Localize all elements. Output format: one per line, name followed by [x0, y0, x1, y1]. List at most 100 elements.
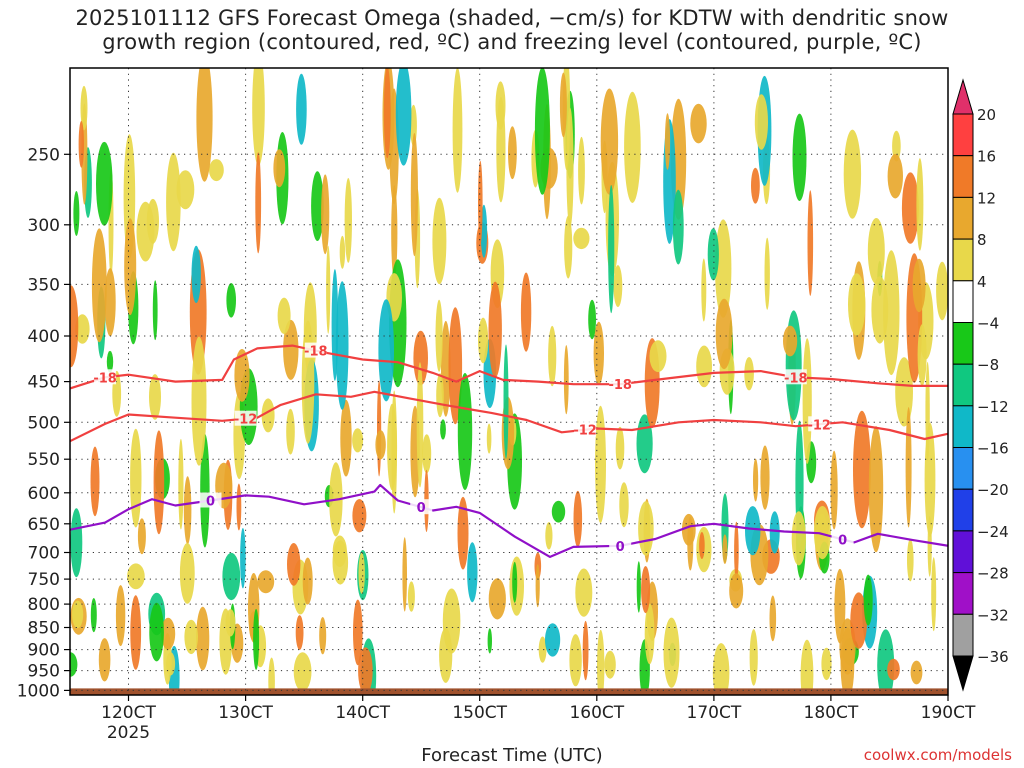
omega-cell [575, 568, 593, 617]
omega-cell [690, 103, 707, 144]
omega-cell [179, 543, 195, 604]
omega-cell [209, 159, 224, 182]
omega-cell [649, 340, 667, 373]
omega-cell [70, 652, 78, 677]
contour-label-bg [410, 499, 433, 515]
omega-cell [78, 120, 85, 168]
omega-cell [578, 136, 585, 205]
omega-cell [196, 606, 210, 671]
omega-cell [769, 595, 777, 642]
omega-cell [375, 430, 386, 460]
colorbar-box [952, 238, 974, 282]
omega-cell [452, 68, 463, 193]
omega-cell [636, 561, 641, 613]
omega-cell [545, 623, 561, 657]
omega-cell [800, 639, 814, 695]
omega-cell [253, 608, 260, 670]
contour-label-bg [609, 537, 632, 553]
omega-cell [910, 660, 923, 685]
omega-cell [559, 72, 567, 138]
omega-cell [268, 657, 275, 695]
colorbar-box [952, 572, 974, 615]
omega-cell [887, 658, 900, 681]
contour-label-bg [199, 492, 222, 508]
omega-cell [273, 149, 286, 188]
omega-cell [442, 588, 461, 654]
contour-label-bg [808, 416, 831, 432]
y-tick-label: 600 [28, 484, 60, 504]
omega-cell [534, 68, 550, 195]
omega-cell [604, 650, 616, 679]
contour-layer: -18 -18 -18 -18 -12 -12 -12 0 0 0 0 [70, 342, 948, 558]
omega-cell [687, 516, 694, 571]
omega-cell [358, 552, 365, 594]
omega-cell [436, 373, 444, 418]
omega-cell [936, 261, 948, 321]
omega-cell [744, 357, 754, 391]
omega-cell [296, 73, 307, 145]
colorbar-box [952, 322, 974, 365]
omega-cell [916, 158, 924, 251]
omega-cell [293, 652, 312, 692]
omega-cell [161, 617, 176, 650]
omega-cell [696, 345, 712, 388]
omega-cell [104, 268, 116, 337]
omega-cell [130, 595, 142, 670]
omega-cell [257, 570, 275, 594]
omega-cell [352, 428, 364, 453]
chart-title-line-2: growth region (contoured, red, ºC) and f… [102, 30, 922, 54]
omega-cell [615, 426, 625, 470]
omega-cell [422, 434, 432, 474]
omega-cell [925, 361, 930, 462]
omega-cell [792, 113, 807, 201]
omega-cell [402, 537, 408, 612]
omega-cell [407, 581, 415, 612]
colorbar-bottom-arrow [952, 655, 974, 692]
omega-cell [545, 522, 553, 550]
omega-cell [802, 338, 812, 464]
omega-cell [488, 578, 506, 620]
colorbar-box [952, 613, 974, 657]
omega-cell [488, 281, 502, 378]
x-axis-title: Forecast Time (UTC) [421, 745, 603, 766]
chart-title: 2025101112 GFS Forecast Omega (shaded, −… [0, 6, 1024, 54]
omega-cell [146, 198, 159, 244]
omega-cell [80, 85, 88, 131]
colorbar-label: 16 [977, 148, 996, 166]
omega-cell [149, 602, 164, 662]
omega-cell [905, 407, 912, 528]
omega-cell [619, 482, 629, 528]
omega-cell [277, 297, 291, 334]
colorbar-label: −12 [977, 398, 1009, 416]
omega-cell [72, 600, 84, 629]
omega-cell [222, 552, 241, 601]
x-tick-label: 130CT [218, 703, 273, 723]
colorbar-label: 12 [977, 189, 996, 207]
colorbar-box [952, 405, 974, 448]
contour-label: 0 [838, 533, 847, 548]
contour-label-bg [304, 342, 327, 358]
omega-cell [722, 534, 728, 564]
omega-cell [90, 446, 100, 517]
omega-cell [783, 325, 798, 357]
omega-cell [754, 94, 769, 150]
omega-cell [335, 281, 349, 410]
omega-cell [176, 170, 195, 210]
x-tick-label: 180CT [804, 703, 859, 723]
omega-cell [70, 285, 79, 368]
contour-label-bg [574, 421, 597, 437]
y-tick-label: 300 [28, 216, 60, 236]
colorbar-top-arrow [952, 78, 974, 115]
omega-cell [302, 557, 313, 605]
omega-cell [149, 374, 161, 420]
omega-cell [769, 511, 780, 554]
omega-cell [595, 405, 606, 523]
y-tick-label: 550 [28, 450, 60, 470]
omega-cell [707, 228, 719, 281]
omega-cell [840, 627, 855, 695]
omega-cell [551, 500, 566, 523]
omega-cell [624, 91, 641, 203]
colorbar-label: −8 [977, 356, 999, 374]
omega-cell [478, 160, 483, 245]
